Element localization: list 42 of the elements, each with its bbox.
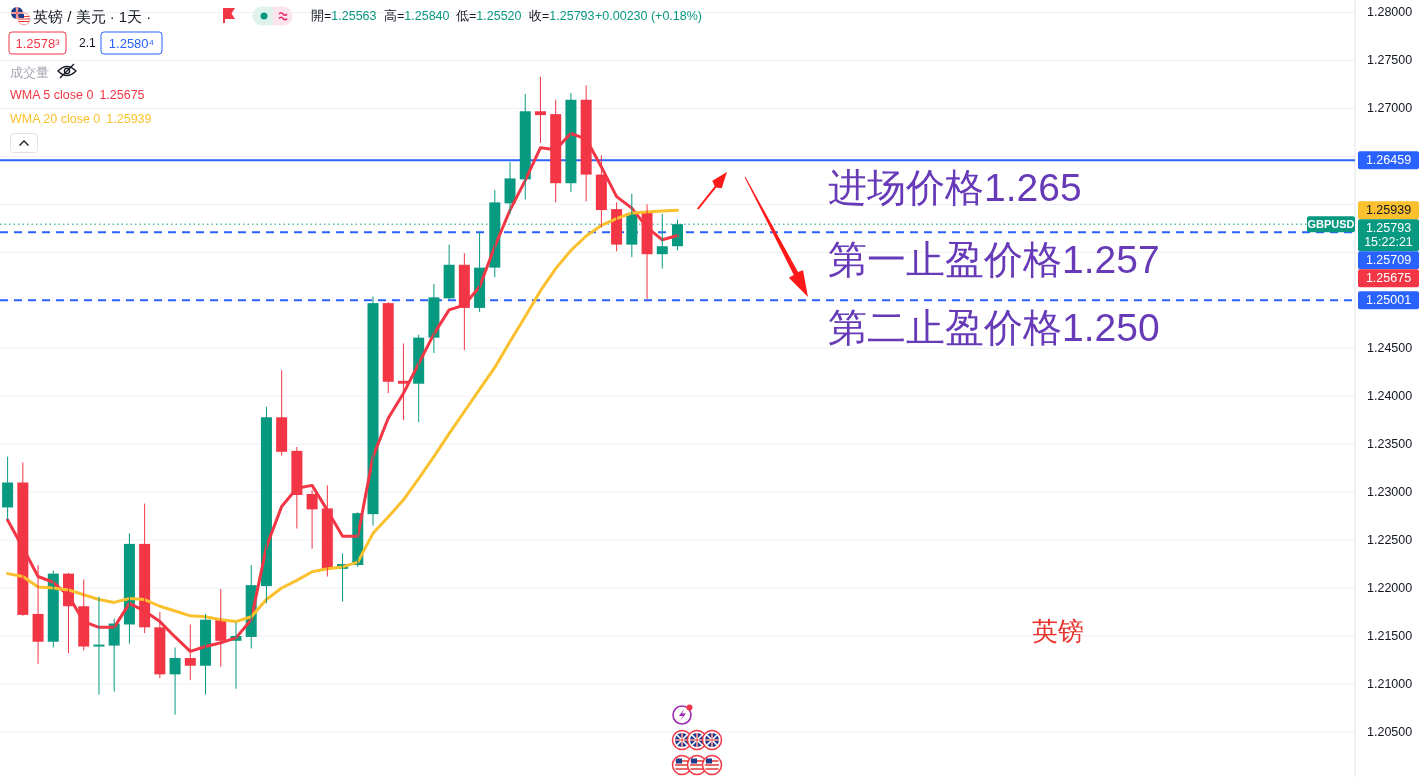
annotation: 低=1.25520 <box>456 9 522 23</box>
ref-line-label: 1.26459 <box>1365 153 1412 168</box>
annotation: GBPUSD <box>1307 218 1355 231</box>
y-tick-label: 1.24500 <box>1367 341 1413 356</box>
y-tick-label: 1.20500 <box>1367 724 1413 739</box>
annotation: 開=1.25563 <box>311 9 377 23</box>
annotation: 英镑 <box>1032 616 1084 646</box>
y-tick-label: 1.23000 <box>1367 485 1413 500</box>
annotation: 1.25675 <box>99 88 145 102</box>
y-tick-label: 1.21500 <box>1367 628 1413 643</box>
ref-line-label: 1.25001 <box>1365 293 1412 308</box>
y-tick-label: 1.27000 <box>1367 101 1413 116</box>
candlestick <box>656 213 668 270</box>
y-tick-label: 1.21000 <box>1367 676 1413 691</box>
candlestick <box>276 369 288 457</box>
candlestick <box>534 76 546 144</box>
y-tick-label: 1.24000 <box>1367 389 1413 404</box>
ref-line-label: 1.25793 <box>1365 221 1412 236</box>
y-tick-label: 1.22000 <box>1367 581 1413 596</box>
y-tick-label: 1.27500 <box>1367 53 1413 68</box>
candlestick <box>382 301 394 394</box>
ref-line-label: 1.25709 <box>1365 253 1412 268</box>
text: 1.25675 <box>1365 271 1412 286</box>
annotation: 第二止盈价格1.250 <box>828 306 1160 350</box>
annotation: 2.1 <box>79 36 97 50</box>
annotation: 高=1.25840 <box>384 8 450 23</box>
text: 英镑 / 美元 · 1天 · <box>33 7 152 25</box>
annotation: 1.2580⁴ <box>108 35 155 51</box>
annotation: +0.00230 (+0.18%) <box>595 9 703 23</box>
annotation: 1.2578³ <box>15 35 61 51</box>
text: WMA 5 close 0 <box>10 88 94 102</box>
annotation: 收=1.25793 <box>529 9 595 23</box>
text: 15:22:21 <box>1364 235 1413 250</box>
annotation: 成交量 <box>10 64 49 80</box>
annotation: 1.25939 <box>106 112 152 126</box>
annotation: 进场价格1.265 <box>828 166 1082 210</box>
y-tick-label: 1.23500 <box>1367 437 1413 452</box>
y-tick-label: 1.28000 <box>1367 5 1413 20</box>
annotation: 第一止盈价格1.257 <box>828 238 1160 282</box>
y-tick-label: 1.22500 <box>1367 533 1413 548</box>
text: 1.25939 <box>1365 203 1412 218</box>
text: WMA 20 close 0 <box>10 112 101 126</box>
